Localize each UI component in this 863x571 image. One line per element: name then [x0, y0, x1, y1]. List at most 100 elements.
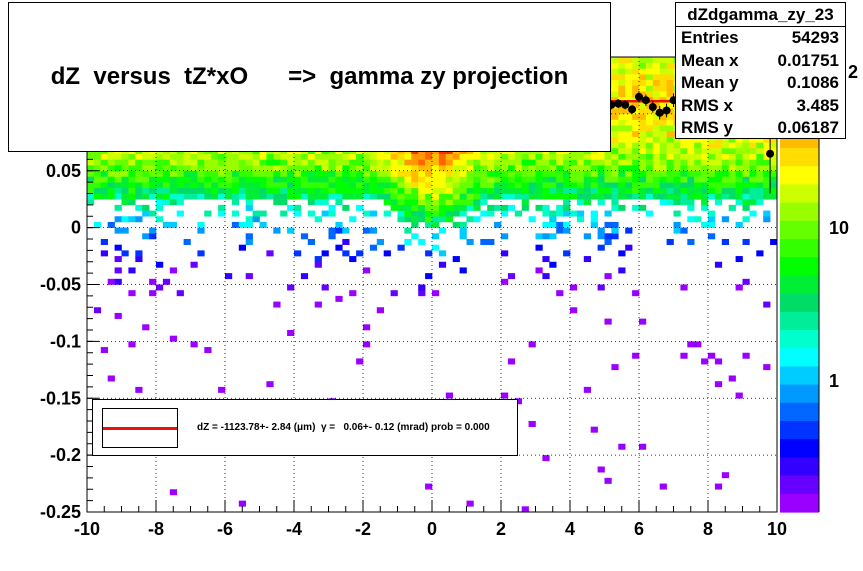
palette-swatch: [780, 257, 819, 276]
heatmap-cell: [445, 170, 453, 177]
heatmap-cell: [763, 182, 771, 189]
heatmap-cell: [590, 210, 598, 217]
heatmap-cell: [425, 187, 433, 194]
heatmap-cell: [225, 165, 233, 172]
heatmap-cell: [404, 199, 412, 206]
heatmap-cell: [549, 176, 557, 183]
heatmap-cell: [287, 165, 295, 172]
heatmap-cell: [639, 68, 647, 75]
heatmap-cell: [473, 176, 481, 183]
heatmap-cell: [445, 392, 453, 399]
heatmap-cell: [556, 210, 564, 217]
heatmap-cell: [514, 170, 522, 177]
heatmap-cell: [107, 165, 115, 172]
heatmap-cell: [452, 199, 460, 206]
heatmap-cell: [135, 176, 143, 183]
heatmap-cell: [342, 176, 350, 183]
heatmap-cell: [314, 159, 322, 166]
heatmap-cell: [190, 182, 198, 189]
heatmap-cell: [452, 182, 460, 189]
heatmap-cell: [204, 170, 212, 177]
heatmap-cell: [487, 176, 495, 183]
heatmap-cell: [666, 193, 674, 200]
heatmap-cell: [121, 199, 129, 206]
heatmap-cell: [328, 182, 336, 189]
heatmap-cell: [397, 216, 405, 223]
heatmap-cell: [376, 165, 384, 172]
heatmap-cell: [563, 165, 571, 172]
heatmap-cell: [763, 165, 771, 172]
heatmap-cell: [728, 187, 736, 194]
heatmap-cell: [604, 221, 612, 228]
heatmap-cell: [632, 91, 640, 98]
heatmap-cell: [445, 216, 453, 223]
heatmap-cell: [204, 210, 212, 217]
heatmap-cell: [273, 227, 281, 234]
heatmap-cell: [411, 182, 419, 189]
heatmap-cell: [169, 153, 177, 160]
heatmap-cell: [721, 216, 729, 223]
heatmap-cell: [273, 301, 281, 308]
heatmap-cell: [701, 187, 709, 194]
heatmap-cell: [376, 187, 384, 194]
heatmap-cell: [652, 193, 660, 200]
heatmap-cell: [625, 125, 633, 132]
heatmap-cell: [514, 165, 522, 172]
heatmap-cell: [563, 159, 571, 166]
heatmap-cell: [259, 170, 267, 177]
heatmap-cell: [452, 221, 460, 228]
heatmap-cell: [225, 182, 233, 189]
heatmap-cell: [252, 182, 260, 189]
heatmap-cell: [708, 153, 716, 160]
heatmap-cell: [770, 170, 778, 177]
heatmap-cell: [114, 153, 122, 160]
heatmap-cell: [528, 182, 536, 189]
heatmap-cell: [335, 165, 343, 172]
heatmap-cell: [114, 227, 122, 234]
heatmap-cell: [114, 204, 122, 211]
heatmap-cell: [583, 182, 591, 189]
heatmap-cell: [321, 199, 329, 206]
heatmap-cell: [507, 358, 516, 365]
palette-swatch: [780, 202, 819, 222]
heatmap-cell: [673, 221, 681, 228]
heatmap-cell: [604, 193, 612, 200]
heatmap-cell: [425, 170, 433, 177]
heatmap-cell: [714, 136, 723, 143]
heatmap-cell: [335, 170, 343, 177]
heatmap-cell: [708, 182, 716, 189]
heatmap-cell: [238, 187, 246, 194]
heatmap-cell: [625, 170, 633, 177]
heatmap-cell: [556, 204, 564, 211]
heatmap-cell: [742, 148, 750, 154]
heatmap-cell: [542, 187, 550, 194]
heatmap-cell: [342, 193, 350, 200]
heatmap-cell: [142, 159, 150, 166]
heatmap-cell: [363, 227, 371, 234]
heatmap-cell: [514, 176, 522, 183]
heatmap-cell: [639, 57, 647, 63]
heatmap-cell: [535, 267, 543, 274]
heatmap-cell: [639, 62, 647, 69]
heatmap-cell: [294, 193, 302, 200]
heatmap-cell: [363, 176, 371, 183]
palette-swatch: [780, 220, 819, 240]
heatmap-cell: [252, 193, 260, 200]
heatmap-cell: [763, 187, 771, 194]
heatmap-cell: [135, 170, 143, 177]
heatmap-cell: [521, 506, 529, 513]
heatmap-cell: [100, 153, 108, 160]
heatmap-cell: [611, 204, 619, 211]
heatmap-cell: [639, 318, 647, 325]
heatmap-cell: [452, 187, 460, 194]
heatmap-cell: [645, 68, 654, 75]
heatmap-cell: [411, 199, 419, 206]
heatmap-cell: [742, 136, 750, 143]
heatmap-cell: [742, 239, 750, 245]
stats-label: RMS x: [681, 95, 733, 115]
heatmap-cell: [528, 159, 536, 166]
heatmap-cell: [238, 182, 246, 189]
heatmap-cell: [107, 182, 115, 189]
heatmap-cell: [632, 182, 640, 189]
heatmap-cell: [142, 153, 150, 160]
